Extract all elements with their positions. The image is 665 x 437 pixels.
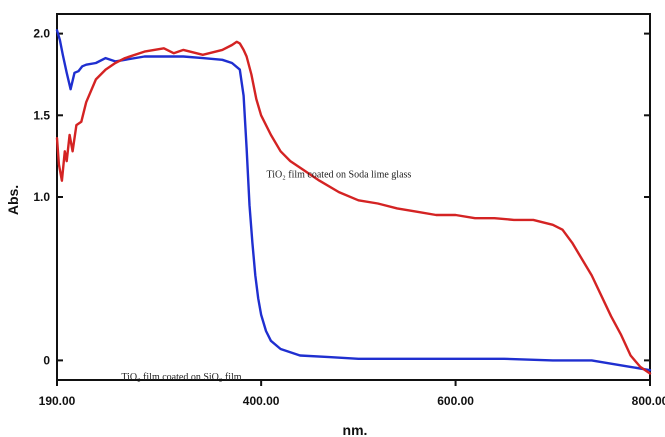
y-tick-label: 1.0	[33, 190, 50, 204]
x-tick-label: 800.00	[632, 394, 665, 408]
x-tick-label: 400.00	[243, 394, 280, 408]
y-tick-label: 1.5	[33, 108, 50, 122]
series-line-sio2	[55, 29, 652, 372]
x-axis-title: nm.	[343, 422, 368, 437]
y-axis-title: Abs.	[5, 185, 21, 215]
x-tick-label: 190.00	[39, 394, 76, 408]
x-axis-ticks: 190.00 400.00 600.00 800.00	[39, 380, 665, 408]
series-line-soda-lime	[55, 40, 652, 375]
y-tick-label: 0	[43, 353, 50, 367]
annotation-blue-label: TiO₂ film coated on SiO₂ film	[121, 372, 241, 383]
series-layer	[55, 29, 652, 375]
x-tick-label: 600.00	[437, 394, 474, 408]
y-tick-label: 2.0	[33, 27, 50, 41]
annotations-layer: TiO₂ film coated on Soda lime glass TiO₂ …	[121, 169, 411, 383]
y-axis-ticks: 0 1.0 1.5 2.0	[33, 27, 650, 367]
annotation-red-label: TiO₂ film coated on Soda lime glass	[267, 169, 412, 180]
